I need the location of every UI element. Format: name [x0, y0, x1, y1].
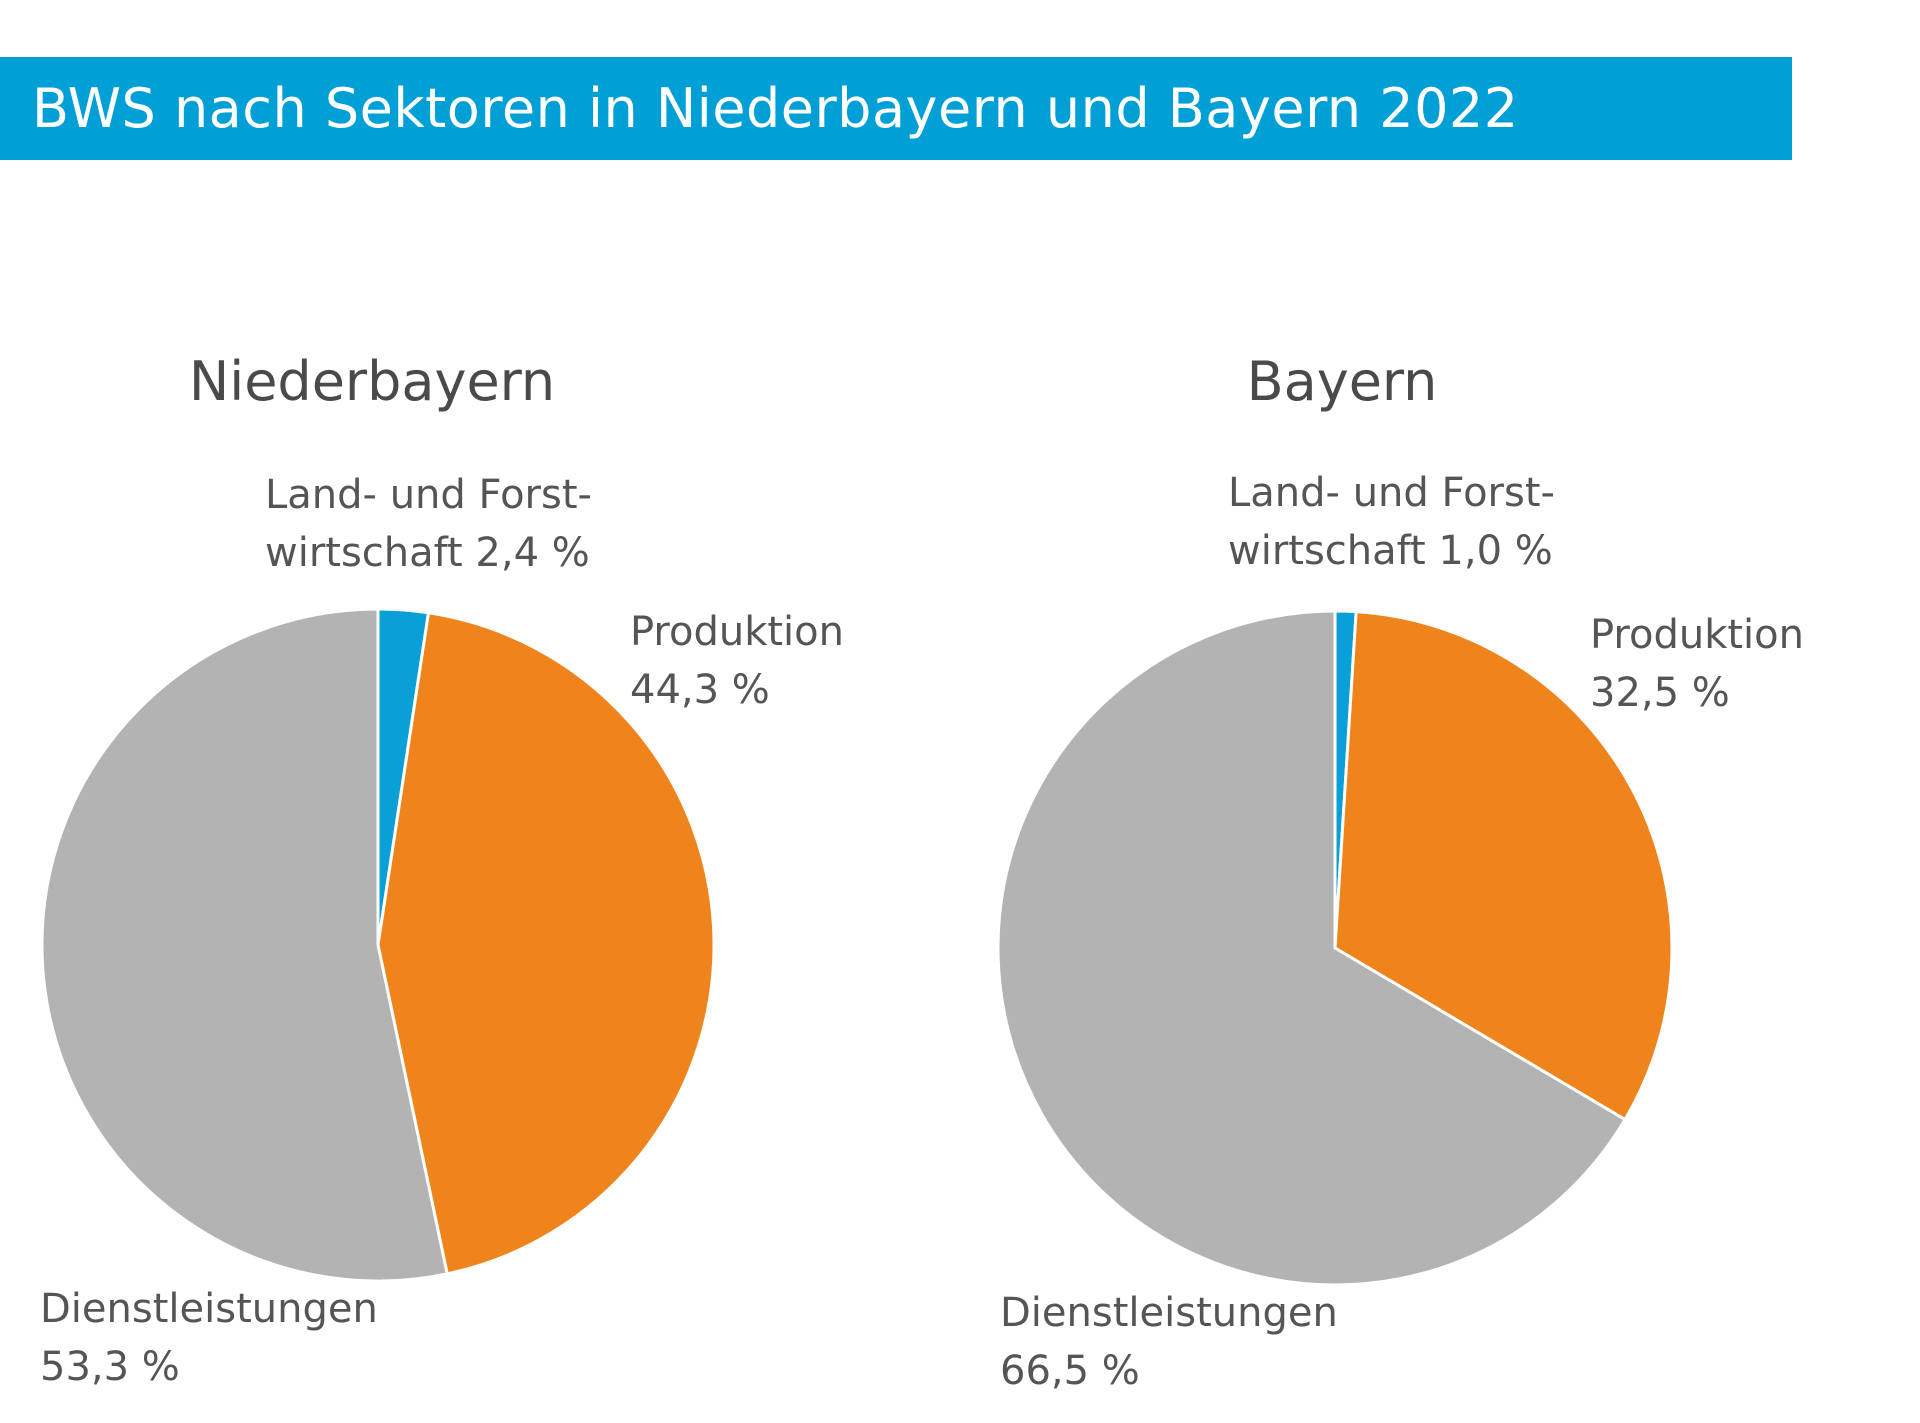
pie-slice-bayern-dienstleistungen: [996, 609, 1627, 1287]
slice-label-niederbayern-land-und-forstwirtschaft: Land- und Forst-wirtschaft 2,4 %: [265, 472, 592, 576]
page-title: BWS nach Sektoren in Niederbayern und Ba…: [32, 77, 1519, 140]
pie-chart-niederbayern: Niederbayern Land- und Forst-wirtschaft 2…: [40, 350, 844, 1390]
chart-title-bayern: Bayern: [1247, 350, 1438, 413]
slice-label-niederbayern-dienstleistungen: Dienstleistungen 53,3 %: [40, 1286, 378, 1390]
slice-label-bayern-land-und-forstwirtschaft: Land- und Forst-wirtschaft 1,0 %: [1228, 470, 1555, 574]
pie-chart-bayern: Bayern Land- und Forst-wirtschaft 1,0 % Pr…: [996, 350, 1804, 1394]
slice-label-niederbayern-produktion: Produktion 44,3 %: [630, 609, 844, 713]
chart-title-niederbayern: Niederbayern: [189, 350, 555, 413]
header-bar: BWS nach Sektoren in Niederbayern und Ba…: [0, 57, 1792, 160]
slice-label-bayern-dienstleistungen: Dienstleistungen 66,5 %: [1000, 1290, 1338, 1394]
pie-slice-niederbayern-produktion: [376, 611, 716, 1276]
slice-label-bayern-produktion: Produktion 32,5 %: [1590, 612, 1804, 716]
pie-slice-niederbayern-dienstleistungen: [40, 607, 449, 1283]
pie-slice-bayern-produktion: [1333, 610, 1674, 1122]
